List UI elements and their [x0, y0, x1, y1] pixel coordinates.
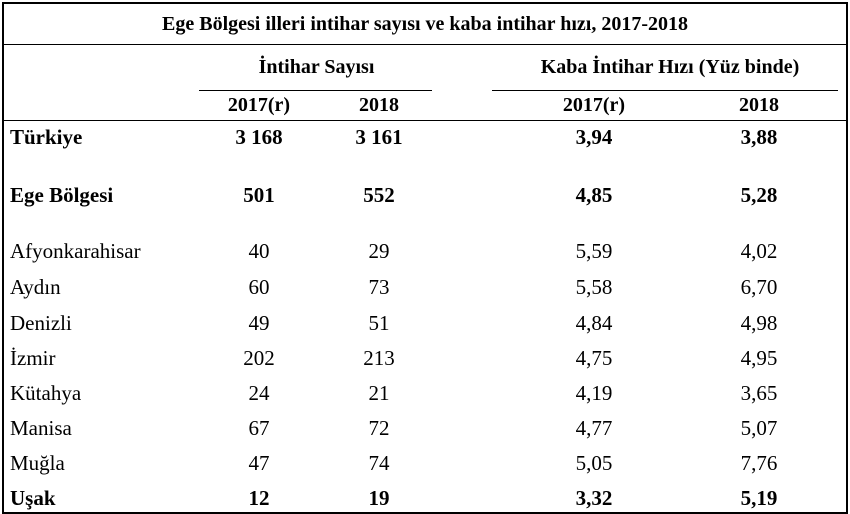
row-rate-2017: 4,84 — [575, 311, 613, 335]
row-count-2017: 501 — [243, 183, 275, 207]
row-count-2018: 29 — [368, 239, 390, 263]
row-name: Denizli — [10, 311, 72, 335]
group-underline-count — [199, 90, 432, 91]
row-rate-2018: 4,98 — [740, 311, 778, 335]
row-rate-2018: 6,70 — [740, 275, 778, 299]
row-rate-2018: 4,95 — [740, 346, 778, 370]
row-name: Manisa — [10, 416, 72, 440]
year-header-count-2018: 2018 — [359, 94, 399, 116]
table-title: Ege Bölgesi illeri intihar sayısı ve kab… — [4, 4, 846, 45]
row-rate-2017: 4,75 — [575, 346, 613, 370]
group-header-rate: Kaba İntihar Hızı (Yüz binde) — [540, 56, 800, 78]
row-name: Aydın — [10, 275, 61, 299]
row-count-2017: 12 — [248, 486, 270, 510]
row-count-2018: 74 — [368, 451, 390, 475]
row-count-2018: 19 — [368, 486, 390, 510]
table-row: Denizli 49 51 4,84 4,98 — [4, 308, 846, 338]
row-count-2017: 24 — [248, 381, 270, 405]
row-rate-2018: 5,07 — [740, 416, 778, 440]
row-rate-2018: 5,28 — [740, 183, 778, 207]
table-row: Muğla 47 74 5,05 7,76 — [4, 448, 846, 478]
row-count-2018: 552 — [363, 183, 395, 207]
row-count-2018: 51 — [368, 311, 390, 335]
year-header-rate-2017: 2017(r) — [562, 94, 626, 116]
row-rate-2017: 4,85 — [575, 183, 613, 207]
table-row: Kütahya 24 21 4,19 3,65 — [4, 378, 846, 408]
row-count-2018: 73 — [368, 275, 390, 299]
row-rate-2017: 5,05 — [575, 451, 613, 475]
row-name: Ege Bölgesi — [10, 183, 114, 207]
table-row: Manisa 67 72 4,77 5,07 — [4, 413, 846, 443]
year-header-count-2017: 2017(r) — [227, 94, 291, 116]
header-divider — [4, 120, 846, 121]
row-count-2017: 67 — [248, 416, 270, 440]
row-rate-2017: 3,94 — [575, 125, 613, 149]
row-rate-2017: 4,77 — [575, 416, 613, 440]
row-rate-2018: 3,65 — [740, 381, 778, 405]
group-header-count: İntihar Sayısı — [258, 56, 375, 78]
table-row: İzmir 202 213 4,75 4,95 — [4, 343, 846, 373]
row-name: Türkiye — [10, 125, 83, 149]
row-count-2018: 213 — [363, 346, 395, 370]
year-header-rate-2018: 2018 — [739, 94, 779, 116]
row-rate-2018: 7,76 — [740, 451, 778, 475]
row-name: Uşak — [10, 486, 56, 510]
row-rate-2018: 5,19 — [740, 486, 778, 510]
table-row: Afyonkarahisar 40 29 5,59 4,02 — [4, 236, 846, 266]
row-count-2017: 49 — [248, 311, 270, 335]
table-row: Türkiye 3 168 3 161 3,94 3,88 — [4, 122, 846, 152]
group-underline-rate — [492, 90, 838, 91]
row-rate-2017: 5,58 — [575, 275, 613, 299]
row-count-2018: 21 — [368, 381, 390, 405]
row-count-2017: 47 — [248, 451, 270, 475]
table-row: Ege Bölgesi 501 552 4,85 5,28 — [4, 180, 846, 210]
row-count-2017: 3 168 — [235, 125, 283, 149]
table-row: Uşak 12 19 3,32 5,19 — [4, 483, 846, 513]
row-count-2017: 40 — [248, 239, 270, 263]
row-count-2017: 202 — [243, 346, 275, 370]
row-name: İzmir — [10, 346, 56, 370]
row-name: Afyonkarahisar — [10, 239, 141, 263]
table-row: Aydın 60 73 5,58 6,70 — [4, 272, 846, 302]
row-count-2018: 3 161 — [355, 125, 403, 149]
row-name: Muğla — [10, 451, 65, 475]
row-count-2018: 72 — [368, 416, 390, 440]
row-rate-2017: 5,59 — [575, 239, 613, 263]
row-rate-2017: 4,19 — [575, 381, 613, 405]
row-count-2017: 60 — [248, 275, 270, 299]
row-rate-2018: 4,02 — [740, 239, 778, 263]
row-rate-2017: 3,32 — [575, 486, 613, 510]
row-name: Kütahya — [10, 381, 82, 405]
row-rate-2018: 3,88 — [740, 125, 778, 149]
